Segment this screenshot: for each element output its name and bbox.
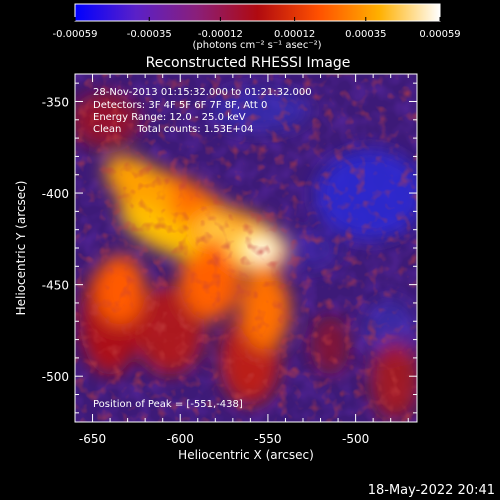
x-axis-label: Heliocentric X (arcsec) (178, 448, 314, 462)
y-axis: -350 -400 -450 -500 (42, 82, 417, 414)
x-tick-label: -650 (79, 432, 106, 446)
chart-title: Reconstructed RHESSI Image (146, 55, 351, 71)
x-tick-label: -600 (167, 432, 194, 446)
annotation-method: Clean Total counts: 1.53E+04 (93, 124, 253, 135)
x-tick-label: -550 (254, 432, 281, 446)
colorbar-ticks: -0.00059 -0.00035 -0.00012 0.00012 0.00035 0.… (53, 17, 461, 40)
colorbar-tick-label: -0.00035 (127, 29, 172, 40)
annotation-energy: Energy Range: 12.0 - 25.0 keV (93, 112, 246, 123)
y-tick-label: -450 (42, 279, 69, 293)
annotation-detectors: Detectors: 3F 4F 5F 6F 7F 8F, Att 0 (93, 100, 267, 111)
heatmap-image (75, 74, 417, 422)
colorbar (74, 3, 441, 22)
image-annotations: 28-Nov-2013 01:15:32.000 to 01:21:32.000… (93, 87, 312, 410)
y-tick-label: -500 (42, 370, 69, 384)
y-tick-label: -400 (42, 187, 69, 201)
y-tick-label: -350 (42, 95, 69, 109)
annotation-time: 28-Nov-2013 01:15:32.000 to 01:21:32.000 (93, 87, 312, 98)
x-tick-label: -500 (342, 432, 369, 446)
colorbar-tick-label: 0.00012 (274, 29, 315, 40)
annotation-peak-position: Position of Peak = [-551,-438] (93, 399, 243, 410)
x-axis: -650 -600 -550 -500 (74, 74, 409, 446)
colorbar-tick-label: -0.00012 (198, 29, 243, 40)
colorbar-units-label: (photons cm⁻² s⁻¹ asec⁻²) (192, 40, 321, 51)
colorbar-tick-label: 0.00035 (345, 29, 386, 40)
colorbar-tick-label: 0.00059 (419, 29, 460, 40)
colorbar-tick-label: -0.00059 (53, 29, 98, 40)
y-axis-label: Heliocentric Y (arcsec) (14, 181, 28, 316)
footer-date: 18-May-2022 20:41 (368, 483, 495, 498)
